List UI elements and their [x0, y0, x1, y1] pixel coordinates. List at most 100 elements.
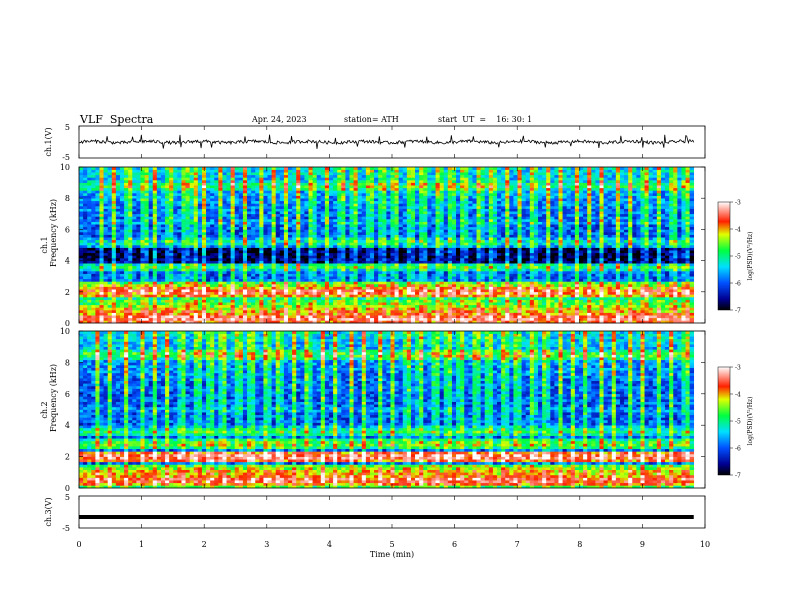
spectrogram-cell: [398, 310, 404, 313]
spectrogram-cell: [595, 294, 600, 298]
spectrogram-cell: [374, 317, 379, 321]
spectrogram-cell: [505, 294, 510, 298]
spectrogram-cell: [513, 284, 518, 287]
spectrogram-cell: [480, 317, 486, 321]
spectrogram-cell: [468, 289, 473, 293]
spectrogram-cell: [644, 281, 649, 285]
spectrogram-cell: [648, 271, 654, 274]
spectrogram-cell: [644, 242, 649, 246]
spectrogram-cell: [566, 239, 572, 243]
spectrogram-cell: [443, 286, 449, 290]
spectrogram-cell: [144, 294, 149, 298]
spectrogram-cell: [443, 255, 449, 259]
spectrogram-cell: [140, 245, 145, 248]
spectrogram-cell: [402, 273, 408, 277]
spectrogram-cell: [251, 247, 256, 251]
spectrogram-cell: [263, 312, 268, 316]
spectrogram-cell: [128, 317, 133, 321]
spectrogram-cell: [427, 245, 432, 248]
spectrogram-cell: [443, 307, 449, 311]
spectrogram-cell: [665, 281, 670, 285]
spectrogram-cell: [242, 273, 248, 277]
spectrogram-cell: [497, 310, 502, 313]
spectrogram-cell: [386, 304, 391, 308]
spectrogram-cell: [476, 245, 481, 248]
spectrogram-cell: [374, 291, 379, 295]
spectrogram-cell: [419, 294, 424, 298]
spectrogram-cell: [644, 315, 649, 319]
spectrogram-cell: [542, 320, 547, 324]
spectrogram-cell: [415, 320, 420, 324]
spectrogram-cell: [558, 258, 563, 261]
spectrogram-cell: [525, 237, 531, 241]
spectrogram-cell: [218, 271, 223, 274]
spectrogram-cell: [275, 307, 281, 311]
spectrogram-cell: [665, 268, 670, 272]
spectrogram-cell: [402, 304, 408, 308]
spectrogram-cell: [480, 304, 486, 308]
spectrogram-cell: [542, 271, 547, 274]
spectrogram-cell: [611, 317, 617, 321]
spectrogram-cell: [533, 237, 539, 241]
spectrogram-cell: [677, 278, 682, 282]
spectrogram-cell: [193, 286, 199, 290]
spectrogram-cell: [79, 234, 84, 238]
spectrogram-cell: [492, 273, 498, 277]
spectrogram-cell: [636, 276, 641, 280]
spectrogram-cell: [222, 268, 227, 272]
spectrogram-cell: [193, 260, 199, 264]
spectrogram-cell: [497, 312, 502, 316]
spectrogram-cell: [361, 265, 367, 269]
spectrogram-cell: [206, 250, 211, 254]
spectrogram-cell: [218, 245, 223, 248]
spectrogram-cell: [267, 281, 272, 285]
spectrogram-cell: [378, 278, 383, 282]
spectrogram-cell: [615, 252, 621, 256]
spectrogram-cell: [214, 286, 219, 290]
spectrogram-cell: [591, 258, 596, 261]
spectrogram-cell: [656, 278, 662, 282]
spectrogram-cell: [501, 268, 506, 272]
spectrogram-cell: [320, 242, 326, 246]
spectrogram-cell: [128, 258, 133, 261]
spectrogram-cell: [160, 320, 166, 324]
spectrogram-cell: [263, 304, 268, 308]
spectrogram-cell: [669, 317, 674, 321]
spectrogram-cell: [255, 255, 260, 259]
spectrogram-cell: [513, 265, 518, 269]
spectrogram-cell: [558, 273, 563, 277]
spectrogram-cell: [644, 289, 649, 293]
spectrogram-cell: [542, 307, 547, 311]
spectrogram-cell: [103, 320, 108, 324]
spectrogram-cell: [615, 245, 621, 248]
spectrogram-cell: [308, 258, 313, 261]
spectrogram-cell: [296, 263, 301, 267]
spectrogram-cell: [124, 260, 129, 264]
spectrogram-cell: [136, 250, 141, 254]
spectrogram-cell: [79, 255, 84, 259]
spectrogram-cell: [607, 317, 613, 321]
spectrogram-cell: [456, 252, 461, 256]
spectrogram-cell: [447, 271, 453, 274]
spectrogram-cell: [91, 289, 96, 293]
spectrogram-cell: [345, 268, 350, 272]
spectrogram-cell: [288, 237, 293, 241]
spectrogram-cell: [136, 258, 141, 261]
spectrogram-cell: [595, 312, 600, 316]
spectrogram-cell: [574, 302, 580, 306]
spectrogram-cell: [337, 258, 342, 261]
spectrogram-cell: [583, 294, 588, 298]
spectrogram-cell: [300, 273, 305, 277]
spectrogram-cell: [451, 291, 457, 295]
spectrogram-cell: [599, 255, 604, 259]
spectrogram-cell: [447, 317, 453, 321]
spectrogram-cell: [513, 245, 518, 248]
spectrogram-cell: [197, 260, 203, 264]
spectrogram-cell: [410, 281, 416, 285]
spectrogram-cell: [140, 310, 145, 313]
spectrogram-cell: [513, 310, 518, 313]
spectrogram-cell: [222, 302, 227, 306]
spectrogram-cell: [136, 242, 141, 246]
spectrogram-cell: [345, 294, 350, 298]
spectrogram-cell: [546, 297, 551, 300]
